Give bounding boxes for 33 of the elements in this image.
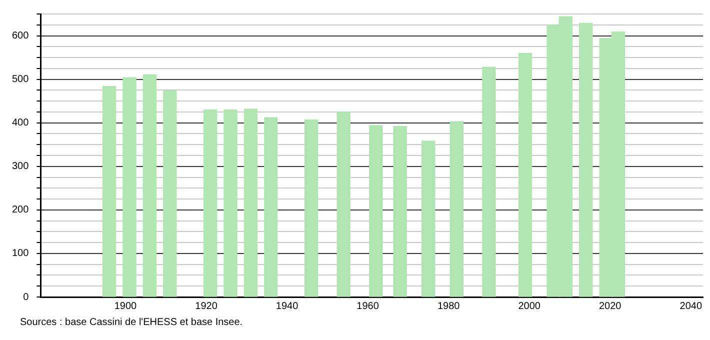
x-tick-label: 1900 (114, 300, 138, 312)
bar (224, 109, 238, 297)
bar (304, 119, 318, 297)
bar (482, 66, 496, 297)
source-note: Sources : base Cassini de l'EHESS et base Insee. (20, 317, 244, 328)
bar (518, 52, 532, 297)
x-tick-label: 1980 (437, 300, 460, 312)
bar (450, 121, 464, 297)
y-tick-label: 100 (12, 248, 30, 260)
bar (336, 112, 350, 297)
x-tick-label: 2040 (680, 300, 702, 312)
y-tick-label: 500 (12, 74, 30, 86)
bar (122, 77, 136, 297)
bar (142, 74, 157, 297)
bar (422, 140, 436, 297)
bar (163, 90, 177, 297)
y-tick-label: 200 (12, 204, 30, 216)
y-tick-label: 600 (12, 30, 30, 42)
bar (369, 125, 383, 297)
bar (102, 86, 116, 297)
y-tick-label: 400 (12, 118, 30, 129)
bar (579, 22, 593, 297)
x-tick-label: 1960 (356, 300, 380, 312)
bar (393, 126, 407, 297)
bar (203, 109, 218, 297)
x-tick-label: 2020 (598, 300, 622, 312)
x-tick-label: 2000 (518, 300, 541, 312)
bar (264, 117, 278, 297)
bar (244, 108, 258, 297)
x-tick-label: 1940 (276, 300, 299, 312)
y-tick-label: 300 (12, 161, 30, 172)
x-tick-label: 1920 (195, 300, 218, 312)
y-tick-label: 0 (23, 292, 30, 303)
